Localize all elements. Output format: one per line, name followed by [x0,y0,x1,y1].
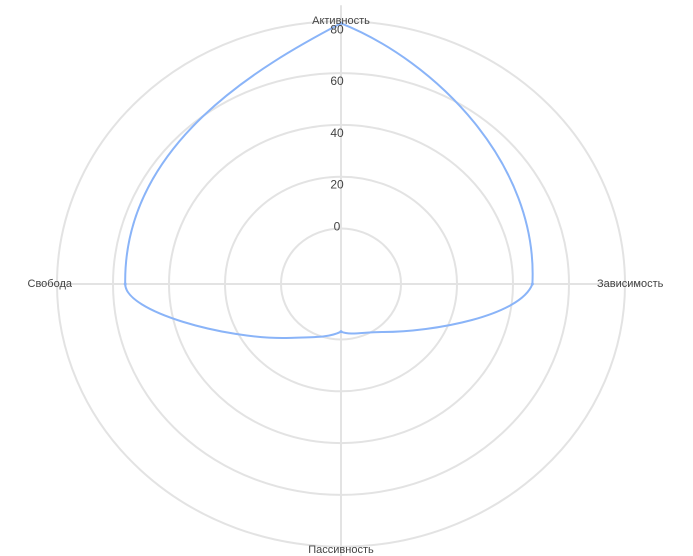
series-point-Пассивность [339,330,343,334]
tick-label-40: 40 [330,126,344,140]
tick-label-0: 0 [334,220,341,234]
series-layer [123,21,534,340]
tick-label-80: 80 [330,22,344,36]
series-point-Активность [339,21,343,25]
series-point-Зависимость [530,282,534,286]
series-point-Свобода [123,282,127,286]
tick-label-60: 60 [330,74,344,88]
axis-label-layer: Активность Зависимость Пассивность Свобо… [28,15,664,556]
axis-label-passivnost: Пассивность [308,544,374,556]
axis-label-zavisimost: Зависимость [597,278,664,290]
tick-label-20: 20 [330,178,344,192]
axis-label-aktivnost: Активность [312,15,370,27]
axis-label-svoboda: Свобода [28,278,73,290]
tick-layer: 0 20 40 60 80 [330,22,344,233]
